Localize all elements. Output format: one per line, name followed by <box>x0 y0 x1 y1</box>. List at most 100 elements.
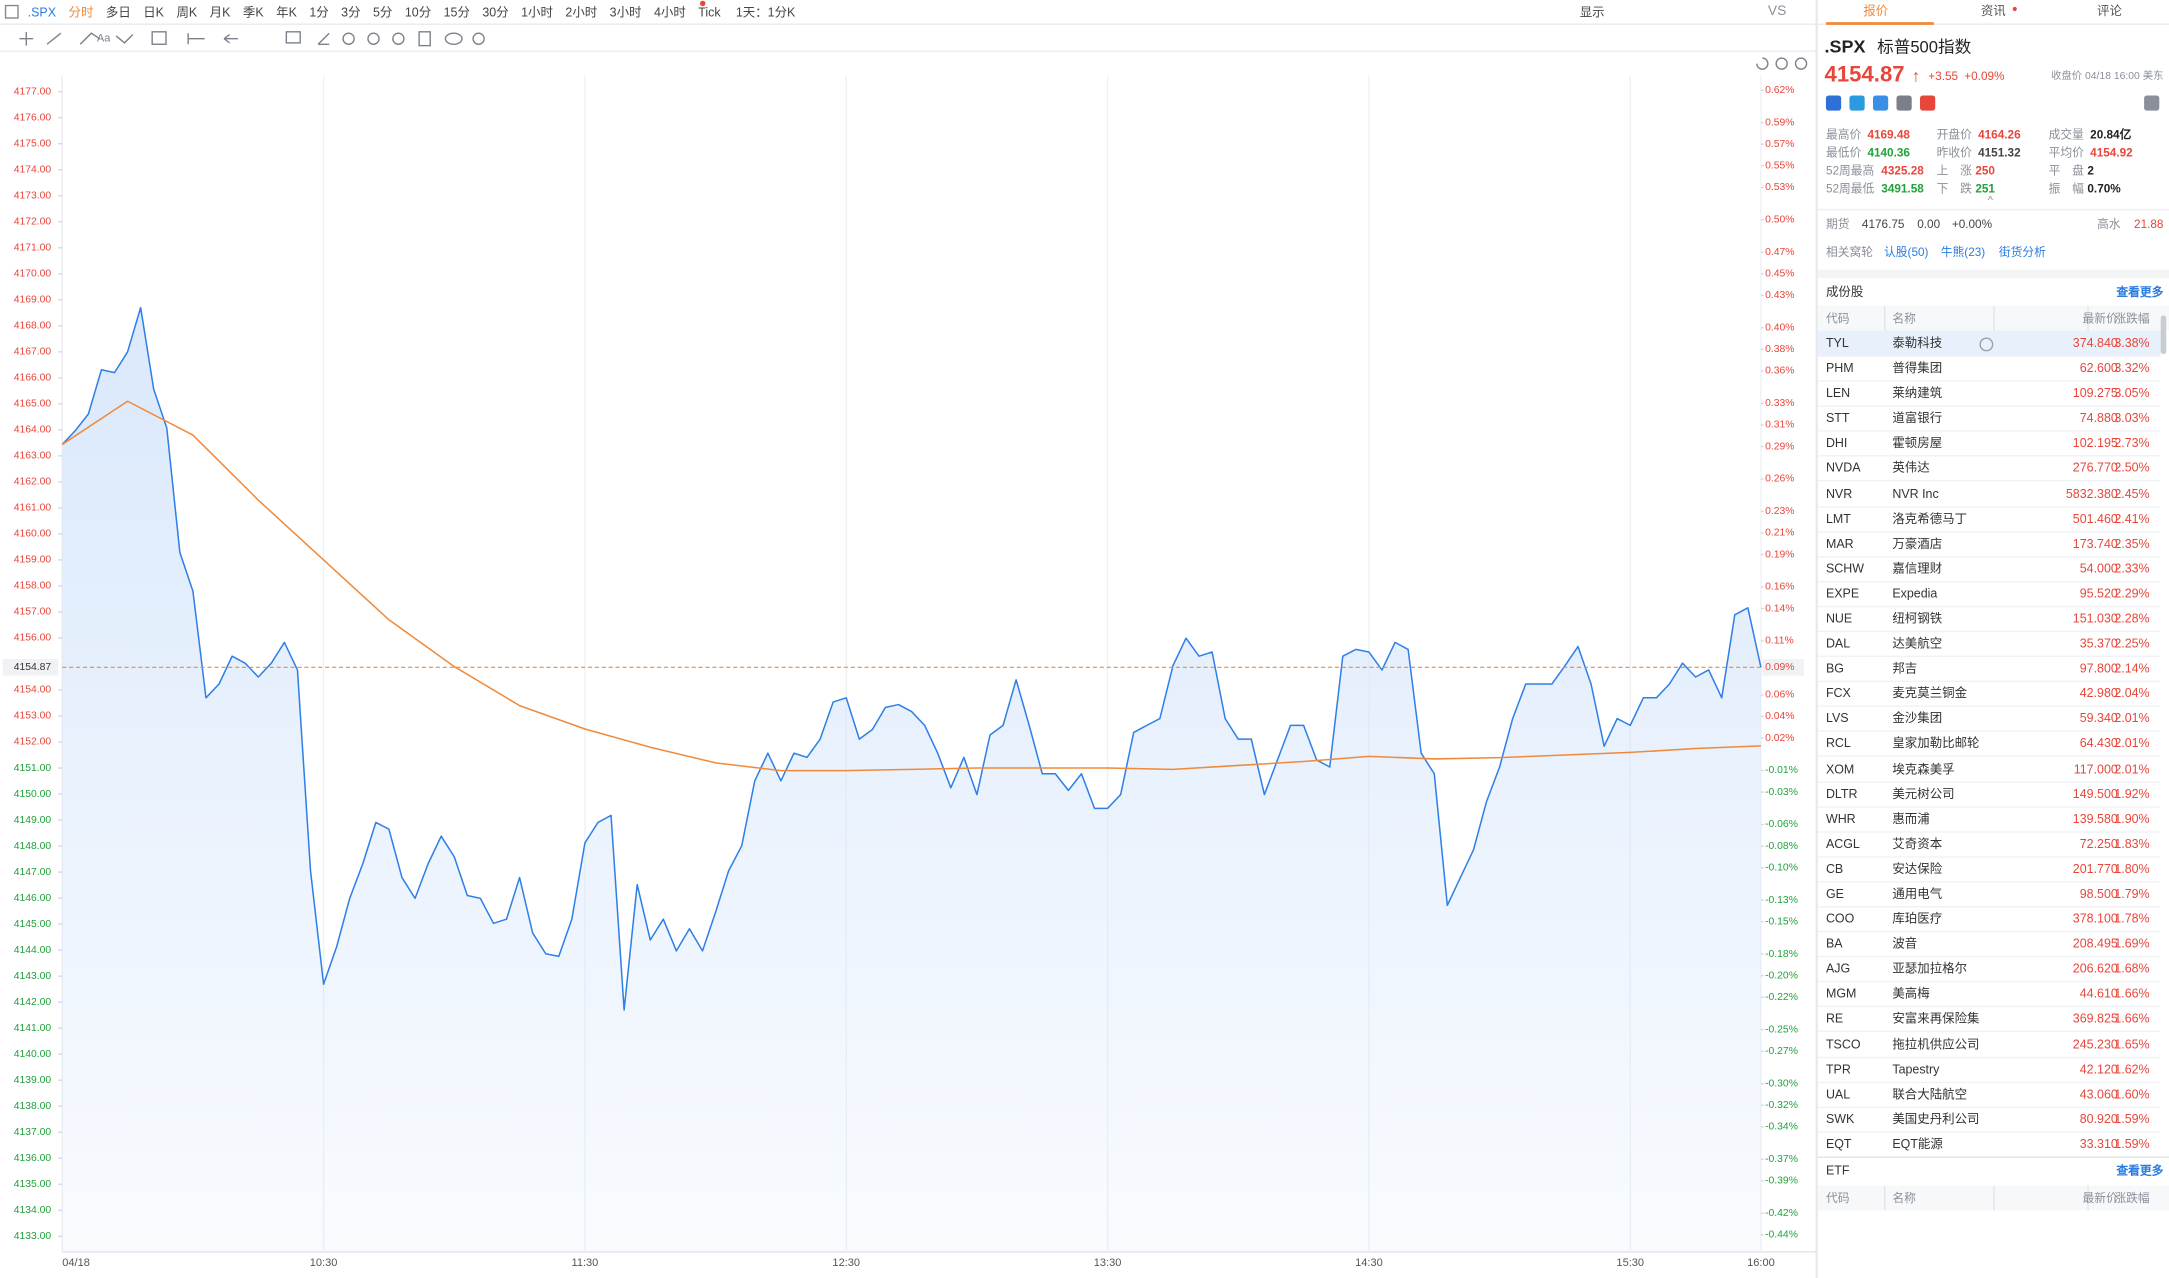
more-link[interactable]: 查看更多 <box>2116 1163 2164 1178</box>
stock-code[interactable]: PHM <box>1825 361 1854 375</box>
stock-name[interactable]: 邦吉 <box>1892 661 1918 676</box>
warrant-link[interactable]: 街货分析 <box>1998 244 2046 259</box>
stock-name[interactable]: 达美航空 <box>1892 636 1943 651</box>
stock-code[interactable]: SWK <box>1825 1111 1855 1126</box>
stock-name[interactable]: 纽柯钢铁 <box>1892 611 1943 626</box>
column-header[interactable]: 最新价 <box>2082 1191 2118 1205</box>
stock-code[interactable]: SCHW <box>1825 561 1864 576</box>
stock-name[interactable]: 霍顿房屋 <box>1892 436 1943 451</box>
panel-tab[interactable]: 资讯 <box>1980 4 2006 18</box>
period-button[interactable]: 3小时 <box>609 5 642 20</box>
stock-name[interactable]: Tapestry <box>1892 1061 1940 1076</box>
stock-code[interactable]: UAL <box>1825 1086 1851 1101</box>
stock-name[interactable]: NVR Inc <box>1892 486 1939 501</box>
column-header[interactable]: 代码 <box>1825 311 1850 326</box>
stock-name[interactable]: 英伟达 <box>1892 461 1930 476</box>
stock-code[interactable]: EQT <box>1825 1136 1852 1151</box>
stock-name[interactable]: 皇家加勒比邮轮 <box>1892 736 1980 751</box>
stock-code[interactable]: DLTR <box>1825 786 1858 801</box>
market-icon[interactable] <box>1825 95 1842 111</box>
stock-name[interactable]: 金沙集团 <box>1892 711 1943 726</box>
period-button[interactable]: 3分 <box>341 5 361 20</box>
period-button[interactable]: 15分 <box>443 5 470 20</box>
stock-name[interactable]: 美国史丹利公司 <box>1892 1111 1980 1126</box>
expand-toggle[interactable]: ^ <box>1987 193 1993 207</box>
stock-name[interactable]: 库珀医疗 <box>1892 911 1943 926</box>
stock-code[interactable]: EXPE <box>1825 586 1860 601</box>
display-menu[interactable]: 显示 <box>1579 5 1605 20</box>
stock-name[interactable]: 嘉信理财 <box>1892 561 1943 576</box>
market-icon[interactable] <box>1920 95 1936 111</box>
tool-move[interactable] <box>19 31 34 46</box>
period-button[interactable]: 多日 <box>105 5 131 20</box>
stock-code[interactable]: DHI <box>1825 436 1848 451</box>
stock-name[interactable]: 拖拉机供应公司 <box>1892 1036 1980 1051</box>
stock-name[interactable]: 泰勒科技 <box>1892 336 1943 350</box>
stock-name[interactable]: 麦克莫兰铜金 <box>1892 686 1968 701</box>
stock-code[interactable]: BG <box>1825 661 1844 676</box>
chart-zoom-out[interactable] <box>1775 57 1788 70</box>
tool-hide[interactable] <box>392 32 405 45</box>
window-icon[interactable] <box>4 4 19 19</box>
stock-code[interactable]: MGM <box>1825 986 1857 1001</box>
stock-code[interactable]: RE <box>1825 1011 1844 1026</box>
stock-code[interactable]: LEN <box>1825 386 1851 401</box>
period-button[interactable]: 季K <box>242 5 264 20</box>
tool-line[interactable] <box>46 32 62 45</box>
stock-name[interactable]: 波音 <box>1892 936 1918 951</box>
column-header[interactable]: 涨跌幅 <box>2114 1191 2150 1205</box>
period-button[interactable]: 周K <box>176 5 198 20</box>
stock-code[interactable]: TPR <box>1825 1061 1851 1076</box>
stock-code[interactable]: XOM <box>1825 761 1855 776</box>
tool-link[interactable] <box>444 32 463 45</box>
column-header[interactable]: 最新价 <box>2082 311 2118 326</box>
period-button[interactable]: 年K <box>276 5 297 20</box>
stock-name[interactable]: 洛克希德马丁 <box>1892 511 1968 526</box>
stock-code[interactable]: NVR <box>1825 486 1853 501</box>
panel-tab[interactable]: 评论 <box>2097 4 2122 18</box>
stock-name[interactable]: 埃克森美孚 <box>1892 761 1955 776</box>
tool-arrow[interactable] <box>223 34 238 44</box>
stock-name[interactable]: Expedia <box>1892 586 1938 601</box>
tool-rect[interactable] <box>151 31 167 45</box>
symbol-tab[interactable]: .SPX <box>27 4 57 19</box>
tool-path[interactable] <box>115 34 134 44</box>
stock-code[interactable]: NUE <box>1825 611 1853 626</box>
tool-delete[interactable] <box>418 31 431 47</box>
stock-name[interactable]: 美高梅 <box>1892 986 1930 1001</box>
stock-name[interactable]: EQT能源 <box>1892 1136 1943 1151</box>
period-button[interactable]: Tick <box>698 4 721 19</box>
stock-name[interactable]: 联合大陆航空 <box>1892 1086 1968 1101</box>
stock-name[interactable]: 万豪酒店 <box>1892 536 1943 551</box>
stock-code[interactable]: TYL <box>1825 336 1849 350</box>
warrant-link[interactable]: 认股(50) <box>1884 244 1929 259</box>
stock-name[interactable]: 莱纳建筑 <box>1892 386 1943 401</box>
market-icon[interactable] <box>1872 95 1889 111</box>
more-link[interactable]: 查看更多 <box>2116 284 2164 299</box>
column-header[interactable]: 涨跌幅 <box>2114 311 2150 326</box>
column-header[interactable]: 名称 <box>1892 311 1916 326</box>
stock-name[interactable]: 普得集团 <box>1892 361 1943 375</box>
stock-code[interactable]: AJG <box>1825 961 1851 976</box>
tool-lock[interactable] <box>367 32 380 45</box>
stock-code[interactable]: CB <box>1825 861 1844 876</box>
stock-name[interactable]: 安达保险 <box>1892 861 1943 876</box>
stock-name[interactable]: 惠而浦 <box>1892 811 1930 826</box>
stock-code[interactable]: RCL <box>1825 736 1851 751</box>
period-button[interactable]: 月K <box>209 5 231 20</box>
tool-note[interactable] <box>285 31 301 44</box>
stock-name[interactable]: 美元树公司 <box>1892 786 1955 801</box>
stock-code[interactable]: ACGL <box>1825 836 1860 851</box>
stock-code[interactable]: MAR <box>1825 536 1854 551</box>
stock-code[interactable]: GE <box>1825 886 1844 901</box>
stock-name[interactable]: 通用电气 <box>1892 886 1943 901</box>
stock-name[interactable]: 亚瑟加拉格尔 <box>1892 961 1968 976</box>
tool-text[interactable]: Aa <box>97 33 111 45</box>
tool-magnet[interactable] <box>342 32 355 45</box>
period-button[interactable]: 1小时 <box>521 5 553 20</box>
stock-name[interactable]: 安富来再保险集 <box>1892 1011 1980 1026</box>
stock-code[interactable]: TSCO <box>1825 1036 1861 1051</box>
tool-angle[interactable] <box>317 32 330 45</box>
period-button[interactable]: 2小时 <box>565 5 598 20</box>
vs-button[interactable]: VS <box>1767 4 1787 20</box>
